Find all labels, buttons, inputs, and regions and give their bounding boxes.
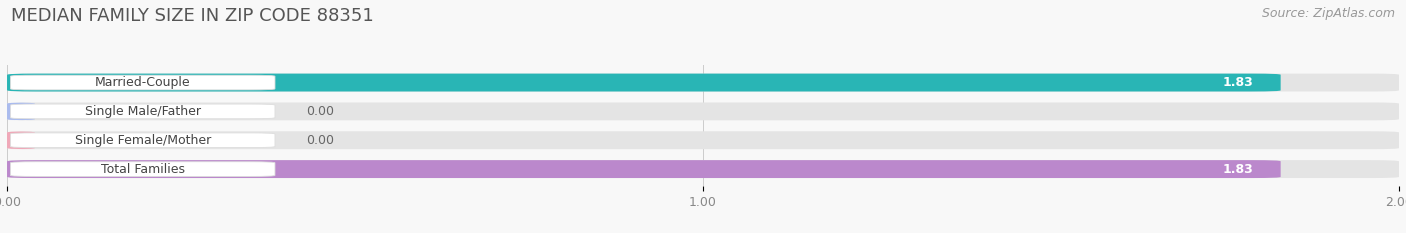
FancyBboxPatch shape	[7, 160, 1399, 178]
FancyBboxPatch shape	[10, 104, 276, 119]
Text: 1.83: 1.83	[1222, 76, 1253, 89]
FancyBboxPatch shape	[7, 131, 1399, 149]
Text: Single Female/Mother: Single Female/Mother	[75, 134, 211, 147]
FancyBboxPatch shape	[7, 131, 35, 149]
FancyBboxPatch shape	[7, 74, 1399, 92]
Text: 0.00: 0.00	[307, 105, 335, 118]
Text: Married-Couple: Married-Couple	[96, 76, 191, 89]
Text: Single Male/Father: Single Male/Father	[84, 105, 201, 118]
Text: Source: ZipAtlas.com: Source: ZipAtlas.com	[1261, 7, 1395, 20]
FancyBboxPatch shape	[10, 133, 276, 147]
FancyBboxPatch shape	[10, 162, 276, 176]
Text: 1.83: 1.83	[1222, 163, 1253, 176]
FancyBboxPatch shape	[7, 103, 1399, 120]
FancyBboxPatch shape	[7, 103, 35, 120]
Text: MEDIAN FAMILY SIZE IN ZIP CODE 88351: MEDIAN FAMILY SIZE IN ZIP CODE 88351	[11, 7, 374, 25]
FancyBboxPatch shape	[7, 74, 1281, 92]
Text: 0.00: 0.00	[307, 134, 335, 147]
FancyBboxPatch shape	[10, 75, 276, 90]
FancyBboxPatch shape	[7, 160, 1281, 178]
Text: Total Families: Total Families	[101, 163, 184, 176]
